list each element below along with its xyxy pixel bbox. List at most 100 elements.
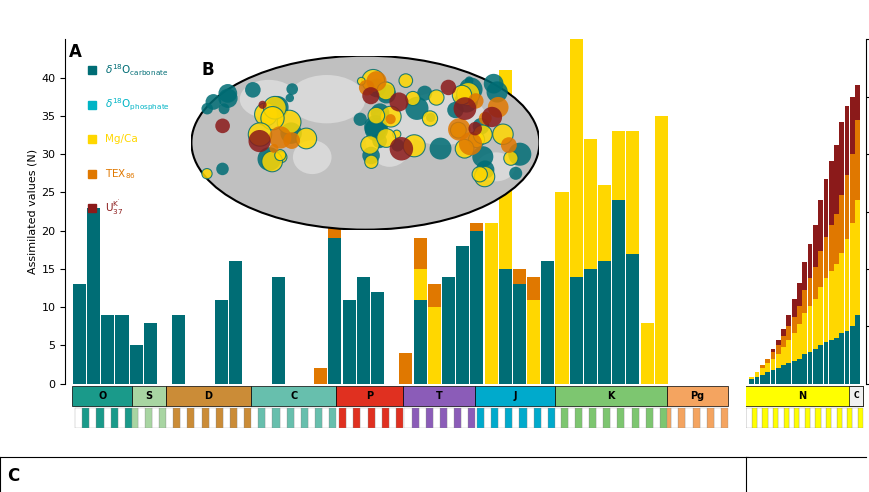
- Bar: [583, 269, 596, 384]
- Bar: [137, 408, 144, 428]
- Bar: [513, 269, 526, 284]
- Bar: [425, 408, 433, 428]
- Point: [474, 123, 488, 130]
- Bar: [367, 408, 375, 428]
- Bar: [569, 277, 582, 384]
- Bar: [301, 408, 308, 428]
- Bar: [129, 345, 143, 384]
- Bar: [753, 372, 759, 377]
- Bar: [339, 408, 346, 428]
- Bar: [402, 386, 474, 406]
- Bar: [541, 261, 554, 384]
- Bar: [602, 408, 609, 428]
- Point: [221, 90, 235, 97]
- Bar: [772, 408, 778, 428]
- Point: [383, 115, 397, 123]
- Point: [409, 104, 423, 112]
- Bar: [96, 408, 103, 428]
- Bar: [854, 85, 859, 120]
- Bar: [812, 299, 817, 349]
- Bar: [801, 354, 806, 384]
- Bar: [229, 408, 236, 428]
- Bar: [583, 139, 596, 269]
- Text: P: P: [366, 391, 373, 401]
- Bar: [833, 214, 838, 264]
- Bar: [279, 408, 286, 428]
- Bar: [846, 408, 852, 428]
- Point: [477, 173, 491, 181]
- Bar: [455, 246, 468, 384]
- Bar: [73, 284, 86, 384]
- Bar: [823, 237, 827, 278]
- Point: [389, 130, 403, 138]
- Bar: [839, 195, 843, 253]
- Bar: [581, 408, 588, 428]
- Bar: [612, 200, 625, 384]
- Ellipse shape: [365, 109, 414, 167]
- Bar: [505, 408, 512, 428]
- Bar: [541, 408, 547, 428]
- Bar: [441, 277, 454, 384]
- Bar: [849, 326, 854, 384]
- Bar: [786, 315, 790, 326]
- Bar: [756, 408, 761, 428]
- Point: [463, 140, 477, 148]
- Text: D: D: [204, 391, 212, 401]
- Bar: [498, 70, 511, 269]
- Bar: [770, 359, 774, 370]
- Bar: [796, 359, 801, 384]
- Point: [468, 97, 482, 105]
- Point: [363, 92, 377, 100]
- Bar: [413, 269, 426, 300]
- Bar: [103, 408, 110, 428]
- Bar: [849, 97, 854, 154]
- Bar: [746, 408, 751, 428]
- Point: [475, 130, 489, 138]
- Point: [390, 141, 404, 149]
- Point: [379, 87, 393, 95]
- Point: [379, 134, 393, 142]
- Bar: [428, 284, 441, 307]
- Bar: [322, 408, 328, 428]
- Bar: [560, 408, 567, 428]
- Bar: [574, 408, 581, 428]
- Bar: [595, 408, 602, 428]
- Point: [206, 98, 220, 106]
- Bar: [801, 290, 806, 312]
- Bar: [765, 372, 769, 384]
- Point: [423, 114, 437, 122]
- Bar: [828, 340, 833, 384]
- Bar: [786, 363, 790, 384]
- Bar: [699, 408, 706, 428]
- Point: [441, 84, 454, 92]
- Bar: [780, 336, 785, 347]
- Bar: [527, 300, 540, 384]
- Bar: [812, 349, 817, 384]
- Point: [200, 105, 214, 113]
- Bar: [844, 331, 848, 384]
- Point: [495, 130, 509, 138]
- Bar: [765, 363, 769, 372]
- Point: [448, 106, 461, 114]
- Bar: [294, 408, 301, 428]
- Point: [364, 152, 378, 159]
- Bar: [801, 312, 806, 354]
- Bar: [251, 386, 336, 406]
- Bar: [667, 386, 727, 406]
- Bar: [765, 359, 769, 363]
- Ellipse shape: [240, 80, 297, 119]
- Text: C: C: [852, 391, 858, 400]
- Bar: [314, 369, 327, 384]
- Bar: [638, 408, 645, 428]
- Bar: [180, 408, 187, 428]
- Bar: [713, 408, 720, 428]
- Point: [217, 105, 231, 113]
- Bar: [775, 368, 779, 384]
- Point: [360, 84, 374, 92]
- Bar: [328, 215, 341, 238]
- Bar: [770, 352, 774, 359]
- Bar: [125, 408, 132, 428]
- Bar: [814, 408, 819, 428]
- Bar: [748, 379, 753, 384]
- Bar: [447, 408, 454, 428]
